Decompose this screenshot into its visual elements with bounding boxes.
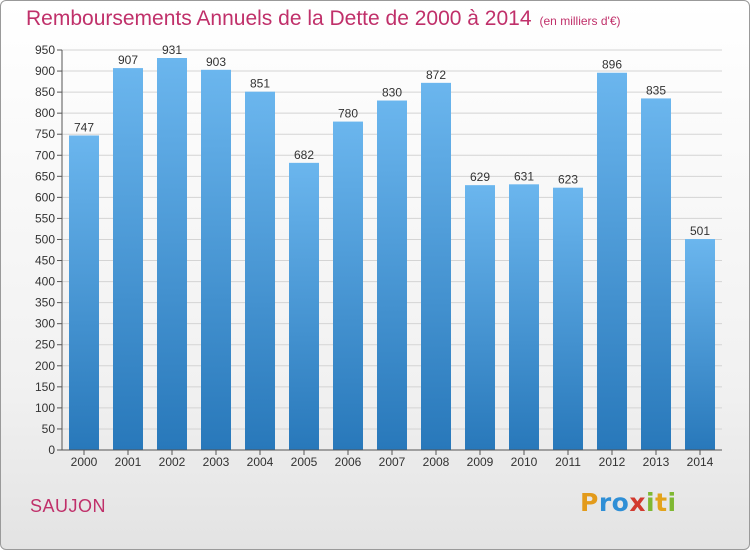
value-label-2002: 931 — [162, 43, 182, 57]
y-tick-label: 850 — [35, 85, 55, 99]
bar-2013 — [641, 98, 671, 450]
y-tick-label: 350 — [35, 296, 55, 310]
logo-letter: P — [580, 488, 599, 517]
y-tick-label: 650 — [35, 169, 55, 183]
y-tick-label: 700 — [35, 148, 55, 162]
bar-2014 — [685, 239, 715, 450]
y-tick-label: 800 — [35, 106, 55, 120]
x-tick-label-2008: 2008 — [423, 455, 450, 469]
value-label-2006: 780 — [338, 107, 358, 121]
chart-title: Remboursements Annuels de la Dette de 20… — [26, 7, 621, 31]
bar-2003 — [201, 69, 231, 450]
y-tick-label: 200 — [35, 359, 55, 373]
y-tick-label: 450 — [35, 254, 55, 268]
bar-2010 — [509, 184, 539, 450]
y-tick-label: 750 — [35, 127, 55, 141]
x-tick-label-2001: 2001 — [115, 455, 142, 469]
unit-note: (en milliers d'€) — [539, 14, 621, 28]
chart-title-text: Remboursements Annuels de la Dette de 20… — [26, 7, 532, 30]
x-tick-label-2011: 2011 — [555, 455, 581, 469]
y-tick-label: 550 — [35, 211, 55, 225]
value-label-2010: 631 — [514, 169, 534, 183]
x-tick-label-2006: 2006 — [335, 455, 362, 469]
bar-2011 — [553, 187, 583, 450]
value-label-2004: 851 — [250, 77, 270, 91]
x-tick-label-2012: 2012 — [599, 455, 626, 469]
value-label-2003: 903 — [206, 55, 226, 69]
x-tick-label-2007: 2007 — [379, 455, 406, 469]
y-tick-label: 50 — [42, 422, 56, 436]
x-tick-label-2005: 2005 — [291, 455, 318, 469]
y-tick-label: 400 — [35, 275, 55, 289]
y-tick-label: 500 — [35, 232, 55, 246]
x-tick-label-2013: 2013 — [643, 455, 670, 469]
logo-letter: o — [611, 488, 630, 517]
value-label-2008: 872 — [426, 68, 446, 82]
proxiti-logo: Proxiti — [580, 488, 677, 517]
y-tick-label: 950 — [35, 43, 55, 57]
y-tick-label: 0 — [48, 443, 55, 457]
value-label-2001: 907 — [118, 53, 138, 67]
y-tick-label: 100 — [35, 401, 55, 415]
value-label-2011: 623 — [558, 173, 578, 187]
bars — [69, 58, 715, 451]
value-label-2005: 682 — [294, 148, 314, 162]
bar-2004 — [245, 91, 275, 451]
x-tick-label-2014: 2014 — [687, 455, 714, 469]
bar-2009 — [465, 185, 495, 450]
value-label-2014: 501 — [690, 224, 710, 238]
commune-name: SAUJON — [30, 496, 107, 516]
y-tick-label: 300 — [35, 317, 55, 331]
value-label-2007: 830 — [382, 86, 402, 100]
bar-2007 — [377, 100, 407, 451]
logo-letter: i — [667, 488, 677, 517]
x-tick-label-2004: 2004 — [247, 455, 274, 469]
value-label-2013: 835 — [646, 83, 666, 97]
y-tick-label: 600 — [35, 190, 55, 204]
bar-2000 — [69, 135, 99, 450]
bar-2008 — [421, 82, 451, 450]
y-tick-label: 250 — [35, 338, 55, 352]
logo-letter: x — [629, 488, 646, 517]
bar-2006 — [333, 121, 363, 450]
x-tick-label-2000: 2000 — [71, 455, 98, 469]
y-tick-label: 900 — [35, 64, 55, 78]
logo-letter: t — [655, 488, 668, 517]
x-tick-label-2003: 2003 — [203, 455, 230, 469]
bar-2005 — [289, 162, 319, 450]
value-label-2012: 896 — [602, 58, 622, 72]
value-label-2000: 747 — [74, 120, 94, 134]
logo-letter: i — [646, 488, 656, 517]
x-tick-label-2010: 2010 — [511, 455, 538, 469]
value-label-2009: 629 — [470, 170, 490, 184]
logo-letter: r — [598, 488, 612, 517]
bar-2012 — [597, 72, 627, 450]
x-tick-label-2002: 2002 — [159, 455, 186, 469]
x-tick-label-2009: 2009 — [467, 455, 494, 469]
labels: 0 50 100 150 200 250 300 350 400 450 500 550 600 650 7… — [35, 43, 714, 469]
y-tick-label: 150 — [35, 380, 55, 394]
bar-2001 — [113, 68, 143, 451]
axes — [57, 49, 722, 455]
bar-2002 — [157, 58, 187, 450]
